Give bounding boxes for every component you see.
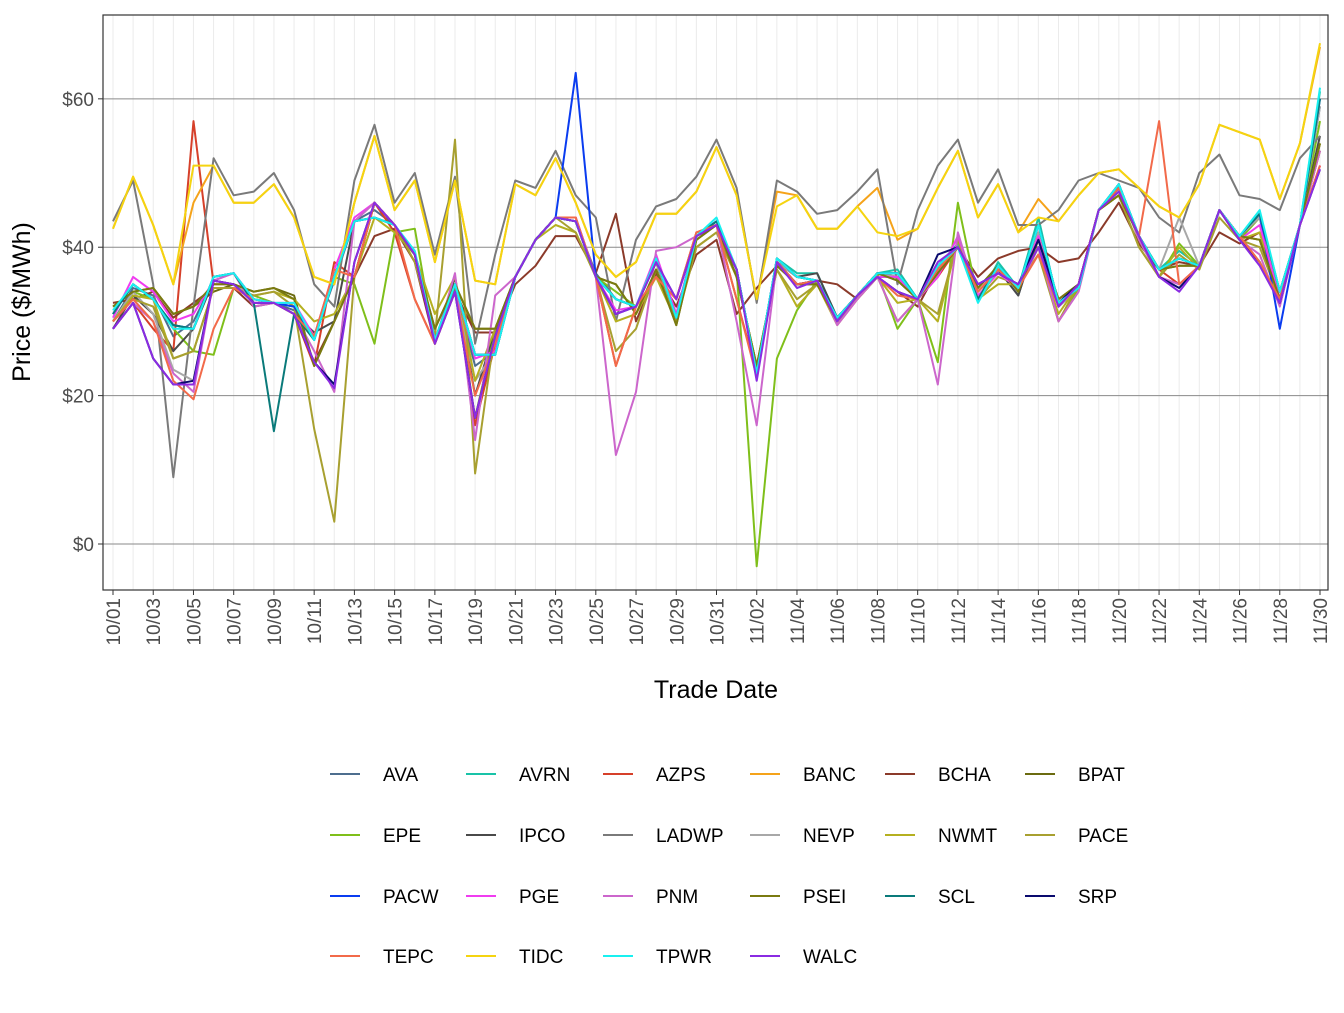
y-tick-label: $40: [62, 238, 94, 259]
legend-label: BANC: [803, 765, 856, 786]
x-tick-label: 10/19: [466, 598, 487, 646]
x-tick-label: 11/30: [1311, 598, 1332, 644]
legend-label: BPAT: [1078, 765, 1125, 786]
plot-background: [103, 15, 1328, 590]
x-tick-label: 10/25: [587, 598, 608, 646]
x-tick-label: 11/06: [828, 598, 849, 644]
legend-label: NWMT: [938, 826, 997, 847]
x-tick-label: 11/20: [1110, 598, 1131, 644]
legend-label: EPE: [383, 826, 421, 847]
series-line: [112, 123, 1321, 479]
x-tick-label: 10/23: [547, 598, 568, 646]
x-tick-label: 10/15: [386, 598, 407, 646]
x-tick-label: 10/17: [426, 598, 447, 646]
legend-label: SRP: [1078, 887, 1117, 908]
series-line: [112, 43, 1321, 301]
x-tick-label: 10/11: [305, 598, 326, 644]
legend-label: SCL: [938, 887, 975, 908]
x-tick-label: 11/10: [909, 598, 930, 644]
x-axis-title: Trade Date: [654, 676, 778, 704]
x-tick-label: 11/08: [868, 598, 889, 644]
x-tick-label: 11/04: [788, 598, 809, 645]
legend-label: TPWR: [656, 947, 712, 968]
series-line: [112, 87, 1321, 375]
x-tick-label: 11/14: [989, 598, 1010, 645]
x-tick-label: 10/13: [345, 598, 366, 646]
legend-label: TIDC: [519, 947, 563, 968]
x-tick-label: 11/12: [949, 598, 970, 644]
x-tick-label: 11/28: [1271, 598, 1292, 644]
x-tick-label: 11/26: [1231, 598, 1252, 644]
x-tick-label: 11/18: [1070, 598, 1091, 644]
legend-label: PNM: [656, 887, 698, 908]
plot-border: [102, 14, 1329, 591]
x-tick-label: 10/21: [506, 598, 527, 646]
legend-label: PGE: [519, 887, 559, 908]
x-tick-label: 10/27: [627, 598, 648, 646]
x-tick-label: 10/29: [667, 598, 688, 646]
legend-label: TEPC: [383, 947, 434, 968]
legend-label: PSEI: [803, 887, 846, 908]
legend-label: WALC: [803, 947, 857, 968]
legend-label: PACW: [383, 887, 439, 908]
y-tick-label: $0: [73, 535, 94, 556]
x-tick-label: 10/01: [104, 598, 125, 646]
legend-label: IPCO: [519, 826, 565, 847]
x-tick-label: 10/07: [225, 598, 246, 646]
x-tick-label: 11/02: [748, 598, 769, 644]
legend-label: AVRN: [519, 765, 570, 786]
y-tick-label: $20: [62, 387, 94, 408]
x-tick-label: 11/24: [1190, 598, 1211, 645]
x-tick-label: 10/09: [265, 598, 286, 646]
legend-label: LADWP: [656, 826, 724, 847]
x-tick-label: 11/22: [1150, 598, 1171, 644]
legend-label: AZPS: [656, 765, 706, 786]
x-tick-label: 10/03: [144, 598, 165, 646]
legend-label: NEVP: [803, 826, 855, 847]
x-tick-label: 10/05: [184, 598, 205, 646]
y-axis-title: Price ($/MWh): [8, 222, 36, 382]
y-tick-label: $60: [62, 90, 94, 111]
legend-label: AVA: [383, 765, 419, 786]
legend-label: PACE: [1078, 826, 1128, 847]
x-tick-label: 11/16: [1029, 598, 1050, 644]
legend-label: BCHA: [938, 765, 991, 786]
x-tick-label: 10/31: [708, 598, 729, 646]
series-line: [112, 168, 1321, 419]
